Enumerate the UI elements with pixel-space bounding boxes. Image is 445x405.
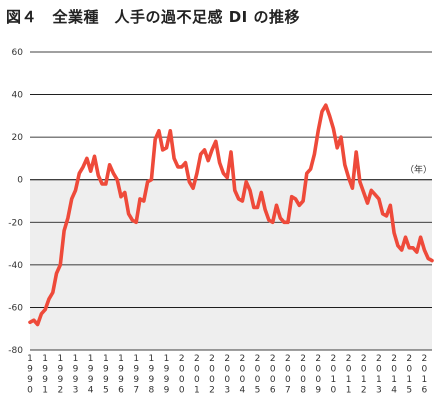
y-tick-label: 60 <box>12 48 24 58</box>
y-tick-label: -80 <box>8 346 23 356</box>
chart-title: 図４ 全業種 人手の過不足感 DI の推移 <box>6 8 300 26</box>
y-tick-label: -40 <box>8 261 23 271</box>
y-tick-label: -60 <box>8 303 23 313</box>
y-tick-label: 20 <box>12 133 24 143</box>
y-tick-label: 0 <box>17 176 23 186</box>
x-unit-label: （年） <box>405 164 432 176</box>
series-line <box>28 103 434 327</box>
y-tick-label: -20 <box>8 218 23 228</box>
y-tick-label: 40 <box>12 91 24 101</box>
